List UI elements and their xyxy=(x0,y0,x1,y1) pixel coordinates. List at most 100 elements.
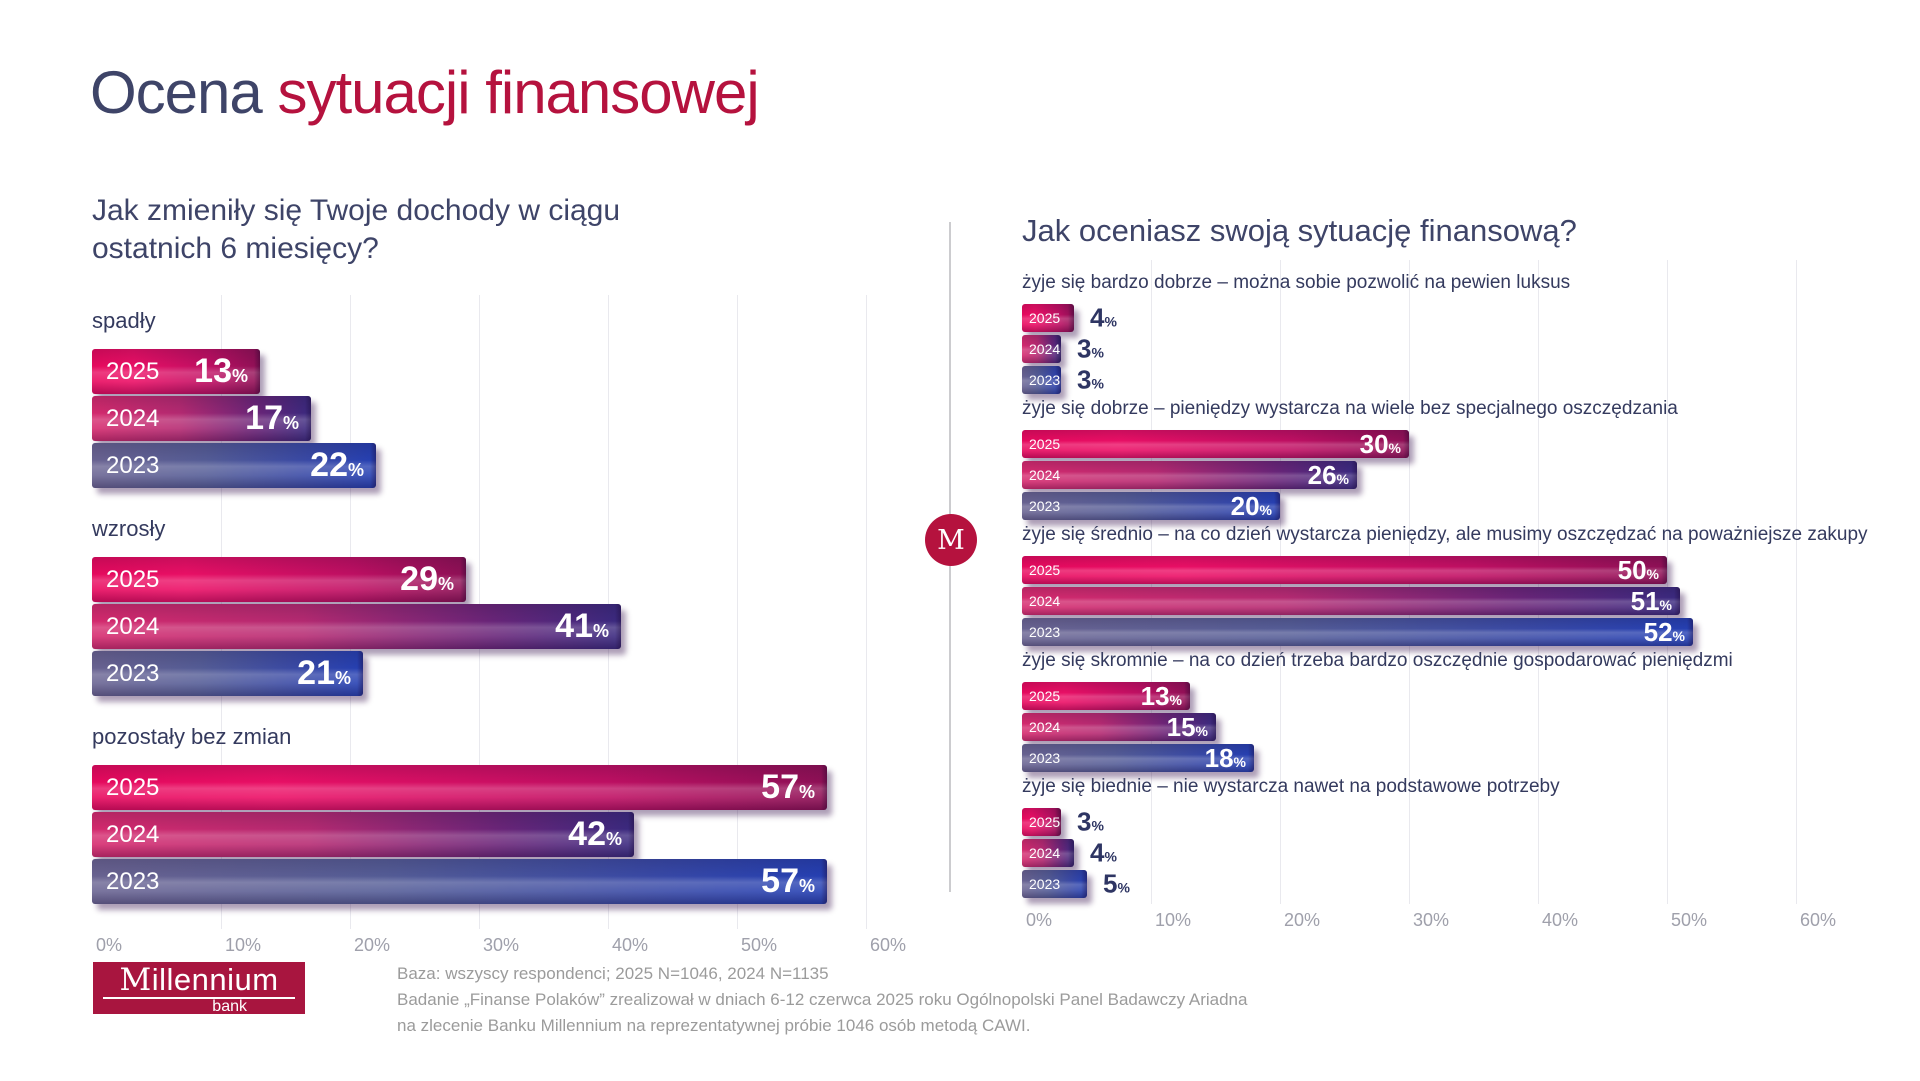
millennium-logo: Millennium bank xyxy=(93,962,305,1015)
value-label: 20% xyxy=(1230,490,1272,521)
bar-row: 2023 21% xyxy=(92,651,922,696)
bar-row: 2024 41% xyxy=(92,604,922,649)
bar-2025: 2025 xyxy=(1022,304,1074,332)
value-label: 3% xyxy=(1077,806,1104,837)
value-label: 57% xyxy=(761,862,815,900)
axis-tick: 60% xyxy=(870,935,907,955)
bar-2025: 2025 13% xyxy=(1022,680,1190,711)
axis-tick: 30% xyxy=(483,935,520,955)
bar-2025: 2025 13% xyxy=(92,349,260,394)
category-label: żyje się bardzo dobrze – można sobie poz… xyxy=(1022,272,1571,293)
year-label: 2025 xyxy=(106,357,160,385)
percent-sign: % xyxy=(347,460,364,480)
bar-row: 2023 20% xyxy=(1022,490,1920,521)
year-label: 2023 xyxy=(106,867,160,895)
bar-row: 2024 42% xyxy=(92,812,922,857)
axis-tick: 50% xyxy=(741,935,778,955)
millennium-logo-wordmark: Millennium xyxy=(103,963,295,997)
bar-2025: 2025 30% xyxy=(1022,428,1409,459)
axis-tick: 40% xyxy=(612,935,649,955)
percent-sign: % xyxy=(1646,565,1659,582)
bar-2023: 2023 22% xyxy=(92,443,376,488)
bar-row: 2024 26% xyxy=(1022,460,1920,490)
year-label: 2025 xyxy=(106,773,160,801)
year-label: 2024 xyxy=(1029,341,1061,357)
percent-sign: % xyxy=(231,366,248,386)
income-chart-title: Jak zmieniły się Twoje dochody w ciągu o… xyxy=(92,194,621,265)
gridline xyxy=(866,295,867,929)
year-label: 2025 xyxy=(1029,310,1061,326)
percent-sign: % xyxy=(1091,817,1104,834)
percent-sign: % xyxy=(605,829,622,849)
bar-row: 2025 50% xyxy=(1022,554,1920,585)
axis-tick: 40% xyxy=(1542,910,1579,930)
bar-row: 2025 30% xyxy=(1022,428,1920,459)
x-axis: 0% 10% 20% 30% 40% 50% 60% xyxy=(1022,906,1920,930)
year-label: 2025 xyxy=(1029,814,1061,830)
bar-row: 2025 29% xyxy=(92,557,922,602)
bar-row: 4% 2024 xyxy=(1022,837,1920,868)
value-label: 29% xyxy=(400,560,454,598)
category-label: pozostały bez zmian xyxy=(92,724,292,749)
millennium-m-icon: M xyxy=(937,524,965,556)
percent-sign: % xyxy=(1259,501,1272,518)
footnote-line-3: na zlecenie Banku Millennium na reprezen… xyxy=(397,1016,1031,1035)
bar-2024: 2024 xyxy=(1022,335,1061,363)
bar-2024: 2024 26% xyxy=(1022,460,1357,490)
category-label: żyje się skromnie – na co dzień trzeba b… xyxy=(1022,650,1733,671)
bar-row: 5% 2023 xyxy=(1022,869,1920,899)
year-label: 2023 xyxy=(1029,624,1061,640)
bar-group: żyje się skromnie – na co dzień trzeba b… xyxy=(1022,650,1920,773)
percent-sign: % xyxy=(1117,879,1130,896)
year-label: 2023 xyxy=(106,451,160,479)
bar-2025: 2025 xyxy=(1022,808,1061,836)
year-label: 2024 xyxy=(1029,467,1061,483)
percent-sign: % xyxy=(1195,722,1208,739)
bar-group: żyje się biednie – nie wystarcza nawet n… xyxy=(1022,776,1920,899)
year-label: 2024 xyxy=(1029,719,1061,735)
percent-sign: % xyxy=(1388,439,1401,456)
percent-sign: % xyxy=(1169,691,1182,708)
bar-2024: 2024 17% xyxy=(92,396,311,441)
bar-group: żyje się dobrze – pieniędzy wystarcza na… xyxy=(1022,398,1920,521)
value-label: 57% xyxy=(761,768,815,806)
axis-tick: 20% xyxy=(1284,910,1321,930)
bar-row: 2023 57% xyxy=(92,859,922,904)
bar-2023: 2023 57% xyxy=(92,859,827,904)
bar-2025: 2025 50% xyxy=(1022,554,1667,585)
year-label: 2024 xyxy=(106,404,160,432)
bar-group: pozostały bez zmian 2025 57% 2024 42% 2023 57% xyxy=(92,723,922,904)
bar-row: 2025 13% xyxy=(1022,680,1920,711)
value-label: 50% xyxy=(1617,554,1659,585)
bar-row: 2023 18% xyxy=(1022,743,1920,773)
bar-group: żyje się bardzo dobrze – można sobie poz… xyxy=(1022,272,1920,395)
axis-tick: 20% xyxy=(354,935,391,955)
financial-assessment-chart: Jak oceniasz swoją sytuację finansową? ż… xyxy=(1022,212,1920,930)
value-label: 52% xyxy=(1643,616,1685,647)
page-title-primary: Ocena xyxy=(90,59,278,126)
value-label: 4% xyxy=(1090,837,1117,868)
axis-tick: 10% xyxy=(1155,910,1192,930)
category-label: żyje się biednie – nie wystarcza nawet n… xyxy=(1022,776,1560,797)
value-label: 41% xyxy=(555,607,609,645)
percent-sign: % xyxy=(437,574,454,594)
value-label: 30% xyxy=(1359,428,1401,459)
x-axis: 0% 10% 20% 30% 40% 50% 60% xyxy=(92,931,922,955)
bar-group: wzrosły 2025 29% 2024 41% 2023 21% xyxy=(92,515,922,696)
value-label: 22% xyxy=(310,446,364,484)
footnote: Baza: wszyscy respondenci; 2025 N=1046, … xyxy=(397,961,1247,1039)
year-label: 2023 xyxy=(1029,750,1061,766)
year-label: 2023 xyxy=(1029,498,1061,514)
axis-tick: 0% xyxy=(1026,910,1053,930)
percent-sign: % xyxy=(282,413,299,433)
percent-sign: % xyxy=(1104,313,1117,330)
bar-2024: 2024 42% xyxy=(92,812,634,857)
percent-sign: % xyxy=(334,668,351,688)
year-label: 2024 xyxy=(1029,593,1061,609)
bar-2023: 2023 xyxy=(1022,870,1087,898)
percent-sign: % xyxy=(1672,627,1685,644)
value-label: 3% xyxy=(1077,364,1104,395)
percent-sign: % xyxy=(798,782,815,802)
gridline xyxy=(1796,260,1797,904)
value-label: 13% xyxy=(1140,680,1182,711)
